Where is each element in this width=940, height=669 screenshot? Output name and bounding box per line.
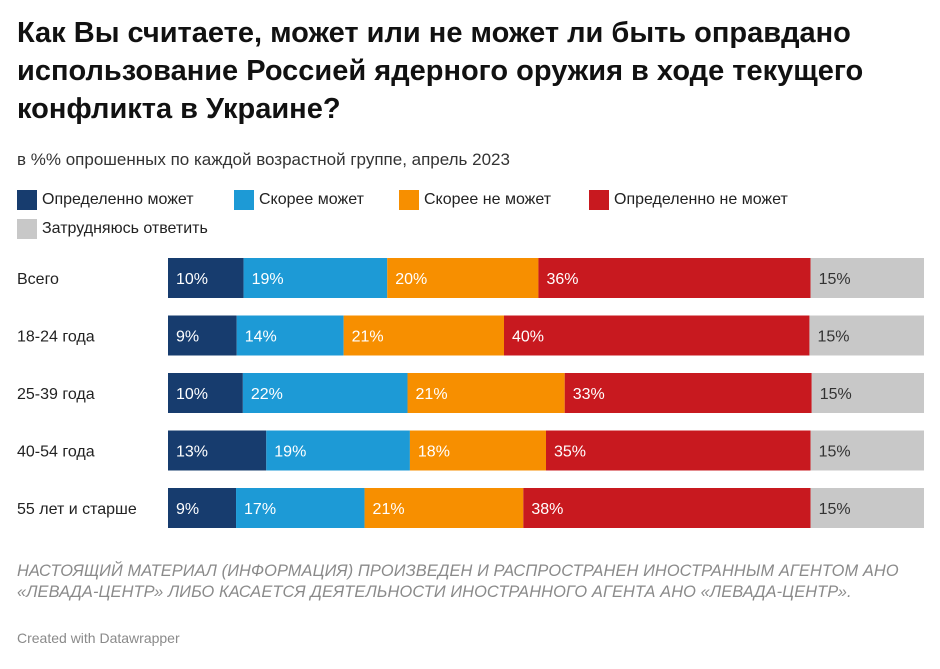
bar-value-label: 19% [274,444,306,461]
bar-segment [811,373,924,413]
bar-segment [409,430,546,471]
bar-value-label: 38% [531,501,563,518]
bar-value-label: 9% [176,501,199,518]
bar-value-label: 33% [573,386,605,403]
bar-value-label: 21% [352,329,384,346]
bar-value-label: 15% [819,444,851,461]
bar-segment [266,430,410,471]
bar-value-label: 15% [820,386,852,403]
bar-value-label: 10% [176,386,208,403]
legend-swatch [589,190,609,210]
category-label: 40-54 года [17,444,95,461]
legend-label: Затрудняюсь ответить [42,220,208,237]
bar-value-label: 21% [416,386,448,403]
bar-value-label: 20% [395,271,427,288]
bar-segment [236,488,365,528]
bar-value-label: 36% [546,271,578,288]
category-label: Всего [17,271,59,288]
legend-item: Определенно не может [589,189,788,211]
legend-swatch [234,190,254,210]
bar-segment [810,258,924,298]
bar-value-label: 35% [554,444,586,461]
bar-segment [546,430,811,471]
bar-segment [538,258,811,298]
legend-label: Скорее не может [424,191,552,208]
bar-value-label: 17% [244,501,276,518]
stacked-bar-chart: Всего 10% 19% 20% 36% 15% 18-24 года 9% 14% 21% 40… [17,258,924,528]
bar-segment [504,315,810,356]
bar-value-label: 18% [418,444,450,461]
bar-value-label: 15% [817,329,849,346]
category-label: 55 лет и старше [17,501,137,518]
legend-item: Затрудняюсь ответить [17,218,208,240]
legend-swatch [17,190,37,210]
bar-value-label: 13% [176,444,208,461]
category-label: 25-39 года [17,386,95,403]
legend-item: Скорее может [234,189,364,211]
bar-segment [564,373,812,413]
bar-segment [407,373,565,413]
bar-segment [242,373,408,413]
category-label: 18-24 года [17,329,95,346]
bar-value-label: 40% [512,329,544,346]
bar-segment [364,488,524,528]
bar-value-label: 22% [251,386,283,403]
bar-segment [810,430,924,471]
bar-value-label: 10% [176,271,208,288]
bar-segment [168,430,267,471]
legend-label: Скорее может [259,191,364,208]
bar-value-label: 15% [819,271,851,288]
bar-segment [387,258,539,298]
legend-label: Определенно не может [614,191,788,208]
bar-segment [810,488,924,528]
legend-label: Определенно может [42,191,194,208]
bar-segment [168,373,243,413]
legend-item: Скорее не может [399,189,551,211]
bar-segment [809,315,924,356]
bar-segment [523,488,811,528]
credit-byline: Created with Datawrapper [17,630,180,646]
legend-item: Определенно может [17,189,194,211]
bar-value-label: 19% [252,271,284,288]
legend-swatch [17,219,37,239]
bar-segment [236,315,344,356]
bar-value-label: 9% [176,329,199,346]
chart-subtitle: в %% опрошенных по каждой возрастной гру… [17,150,510,169]
bar-value-label: 21% [373,501,405,518]
bar-segment [168,315,237,356]
bar-segment [168,488,237,528]
bar-segment [343,315,504,356]
bar-value-label: 15% [819,501,851,518]
bar-segment [168,258,244,298]
chart-title: Как Вы считаете, может или не может ли б… [17,17,864,125]
bar-value-label: 14% [245,329,277,346]
disclaimer-note: НАСТОЯЩИЙ МАТЕРИАЛ (ИНФОРМАЦИЯ) ПРОИЗВЕД… [17,562,899,601]
bar-segment [243,258,388,298]
legend-swatch [399,190,419,210]
